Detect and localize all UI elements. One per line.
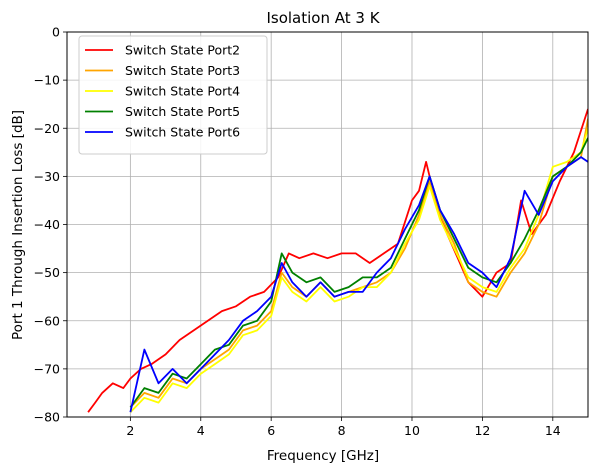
legend-label: Switch State Port2 bbox=[125, 43, 240, 58]
y-tick-label: −60 bbox=[34, 313, 60, 328]
y-tick-label: −10 bbox=[34, 73, 60, 88]
y-tick-label: −50 bbox=[34, 265, 60, 280]
x-tick-label: 12 bbox=[474, 423, 490, 438]
series-line-5 bbox=[129, 137, 588, 408]
y-tick-label: −40 bbox=[34, 217, 60, 232]
y-tick-label: −80 bbox=[34, 410, 60, 425]
legend-label: Switch State Port3 bbox=[125, 63, 240, 78]
series-layer bbox=[87, 108, 588, 413]
y-tick-label: 0 bbox=[52, 25, 60, 40]
x-tick-label: 4 bbox=[197, 423, 205, 438]
x-tick-label: 6 bbox=[267, 423, 275, 438]
plot-frame bbox=[66, 31, 589, 418]
x-tick-label: 10 bbox=[404, 423, 420, 438]
x-tick-label: 8 bbox=[338, 423, 346, 438]
y-axis-title: Port 1 Through Insertion Loss [dB] bbox=[10, 110, 26, 340]
series-line-2 bbox=[87, 108, 588, 413]
series-line-3 bbox=[129, 118, 588, 409]
legend-box bbox=[78, 35, 268, 155]
series-line-6 bbox=[129, 156, 588, 413]
x-tick-label: 2 bbox=[126, 423, 134, 438]
y-tick-label: −20 bbox=[34, 121, 60, 136]
tick-layer: 2 4 6 8 10 12 14 0 −10 −20 −30 −40 −50 −60 −70 −80 bbox=[34, 25, 561, 439]
x-axis-title: Frequency [GHz] bbox=[267, 448, 379, 464]
y-tick-label: −70 bbox=[34, 361, 60, 376]
legend-label: Switch State Port5 bbox=[125, 104, 240, 119]
legend-label: Switch State Port4 bbox=[125, 84, 240, 99]
series-line-4 bbox=[129, 128, 588, 413]
y-tick-label: −30 bbox=[34, 169, 60, 184]
legend: Switch State Port2 Switch State Port3 Swit… bbox=[78, 35, 268, 155]
chart-title: Isolation At 3 K bbox=[266, 9, 380, 27]
legend-label: Switch State Port6 bbox=[125, 125, 240, 140]
x-tick-label: 14 bbox=[545, 423, 561, 438]
